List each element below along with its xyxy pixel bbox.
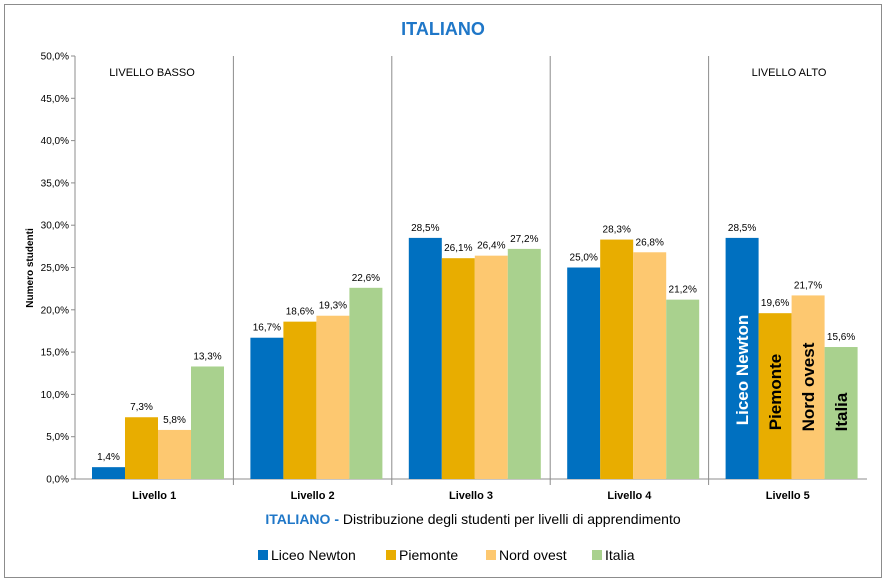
y-tick-label: 45,0% (41, 94, 69, 105)
legend-swatch (258, 550, 268, 560)
data-label: 19,3% (319, 301, 347, 312)
subtitle-text: Distribuzione degli studenti per livelli… (339, 511, 681, 527)
bar-italia (824, 347, 858, 479)
legend-label: Piemonte (399, 547, 458, 563)
y-tick-label: 0,0% (46, 475, 69, 486)
data-label: 22,6% (352, 273, 380, 284)
x-category-label: Livello 5 (766, 490, 810, 502)
bar-italia (191, 366, 224, 479)
chart-subtitle: ITALIANO - Distribuzione degli studenti … (265, 511, 680, 527)
data-label: 26,8% (636, 237, 664, 248)
bar-italia (349, 287, 383, 479)
bar-liceo-newton (408, 237, 442, 479)
bar-piemonte (125, 417, 158, 479)
y-axis-label: Numero studenti (25, 228, 36, 308)
y-tick-label: 35,0% (41, 178, 69, 189)
y-tick-label: 40,0% (41, 136, 69, 147)
data-label: 21,7% (794, 280, 822, 291)
y-tick-label: 5,0% (46, 432, 69, 443)
bar-piemonte (600, 239, 634, 479)
legend-swatch (592, 550, 602, 560)
subtitle-prefix: ITALIANO - (265, 511, 339, 527)
in-bar-series-label: Piemonte (766, 354, 785, 431)
y-tick-label: 30,0% (41, 221, 69, 232)
bar-nord-ovest (158, 429, 191, 479)
x-category-label: Livello 4 (607, 490, 652, 502)
bar-nord-ovest (791, 295, 825, 479)
data-label: 28,5% (728, 223, 756, 234)
y-tick-label: 20,0% (41, 305, 69, 316)
data-label: 1,4% (97, 452, 120, 463)
in-bar-series-label: Nord ovest (799, 342, 818, 431)
data-label: 28,3% (603, 225, 631, 236)
bar-piemonte (283, 321, 317, 479)
bar-piemonte (441, 258, 475, 479)
bar-liceo-newton (92, 467, 125, 479)
in-bar-series-label: Liceo Newton (733, 315, 752, 426)
data-label: 18,6% (286, 307, 314, 318)
y-tick-label: 50,0% (41, 52, 69, 63)
x-category-label: Livello 1 (132, 490, 176, 502)
y-tick-label: 15,0% (41, 348, 69, 359)
bar-nord-ovest (316, 315, 350, 479)
data-label: 5,8% (163, 415, 186, 426)
legend-swatch (386, 550, 396, 560)
annotation-low-level: LIVELLO BASSO (109, 67, 195, 79)
bar-piemonte (758, 313, 792, 479)
data-label: 27,2% (510, 234, 538, 245)
data-label: 13,3% (193, 351, 221, 362)
y-tick-label: 25,0% (41, 263, 69, 274)
data-label: 25,0% (570, 253, 598, 264)
in-bar-series-label: Italia (832, 392, 851, 431)
legend-label: Liceo Newton (271, 547, 356, 563)
data-label: 26,4% (477, 241, 505, 252)
bar-liceo-newton (250, 337, 284, 479)
legend-label: Nord ovest (499, 547, 567, 563)
bar-italia (666, 299, 700, 479)
bar-liceo-newton (567, 267, 601, 479)
data-label: 21,2% (669, 285, 697, 296)
bar-italia (507, 248, 541, 479)
x-category-label: Livello 2 (291, 490, 335, 502)
data-label: 7,3% (130, 402, 153, 413)
bar-liceo-newton (725, 237, 759, 479)
x-category-label: Livello 3 (449, 490, 493, 502)
data-label: 19,6% (761, 298, 789, 309)
y-tick-label: 10,0% (41, 390, 69, 401)
annotation-high-level: LIVELLO ALTO (752, 67, 827, 79)
chart-title: ITALIANO (401, 19, 485, 39)
data-label: 16,7% (253, 323, 281, 334)
bar-nord-ovest (474, 255, 508, 479)
bar-nord-ovest (633, 252, 667, 479)
data-label: 26,1% (444, 243, 472, 254)
legend-swatch (486, 550, 496, 560)
data-label: 15,6% (827, 332, 855, 343)
legend-label: Italia (605, 547, 635, 563)
data-label: 28,5% (411, 223, 439, 234)
